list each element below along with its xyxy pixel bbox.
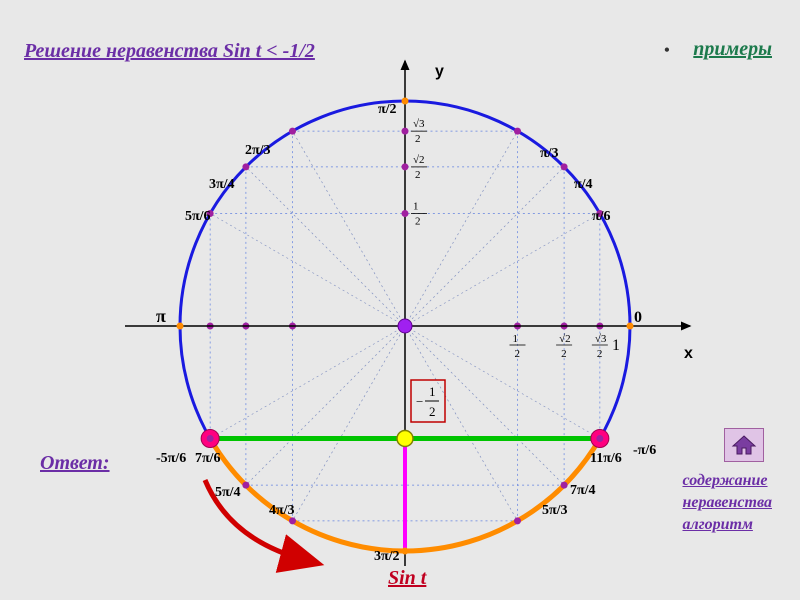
link-algorithm[interactable]: алгоритм [682,516,772,534]
svg-text:7π/4: 7π/4 [570,483,596,498]
svg-text:2: 2 [515,348,521,360]
home-icon [731,434,757,456]
link-content[interactable]: содержание [682,472,772,490]
svg-text:π/2: π/2 [378,102,397,117]
home-button[interactable] [724,428,764,462]
svg-text:5π/4: 5π/4 [215,485,241,500]
svg-text:√2: √2 [559,333,571,345]
svg-text:π/6: π/6 [592,209,611,224]
svg-text:0: 0 [634,309,642,326]
svg-text:2: 2 [597,348,603,360]
svg-text:x: x [684,345,693,362]
svg-text:2π/3: 2π/3 [245,143,271,158]
svg-text:3π/4: 3π/4 [209,177,235,192]
svg-text:√3: √3 [413,118,425,130]
answer-label: Ответ: [40,452,110,475]
svg-text:−: − [416,394,423,409]
svg-text:y: y [435,63,444,80]
svg-text:11π/6: 11π/6 [590,451,622,466]
svg-text:3π/2: 3π/2 [374,549,400,564]
svg-text:-5π/6: -5π/6 [156,451,186,466]
svg-text:2: 2 [415,133,421,145]
nav-links: содержание неравенства алгоритм [682,472,772,538]
svg-text:5π/3: 5π/3 [542,503,568,518]
svg-text:π/4: π/4 [574,177,593,192]
svg-text:√3: √3 [595,333,607,345]
svg-text:7π/6: 7π/6 [195,451,221,466]
svg-text:5π/6: 5π/6 [185,209,211,224]
link-inequalities[interactable]: неравенства [682,494,772,512]
svg-text:π: π [156,306,166,326]
svg-text:2: 2 [561,348,567,360]
svg-text:2: 2 [415,169,421,181]
unit-circle-diagram: −1212√22√3212√22√32π/6π/4π/3π/22π/33π/45… [0,0,800,600]
svg-text:2: 2 [415,216,421,228]
svg-text:√2: √2 [413,154,425,166]
svg-text:1: 1 [612,337,620,354]
svg-text:1: 1 [429,384,436,399]
svg-text:1: 1 [413,201,419,213]
svg-text:π/3: π/3 [540,146,559,161]
svg-text:2: 2 [429,404,436,419]
svg-text:1: 1 [513,333,519,345]
sin-t-label: Sin t [388,567,426,590]
svg-text:4π/3: 4π/3 [269,503,295,518]
svg-text:-π/6: -π/6 [633,443,656,458]
